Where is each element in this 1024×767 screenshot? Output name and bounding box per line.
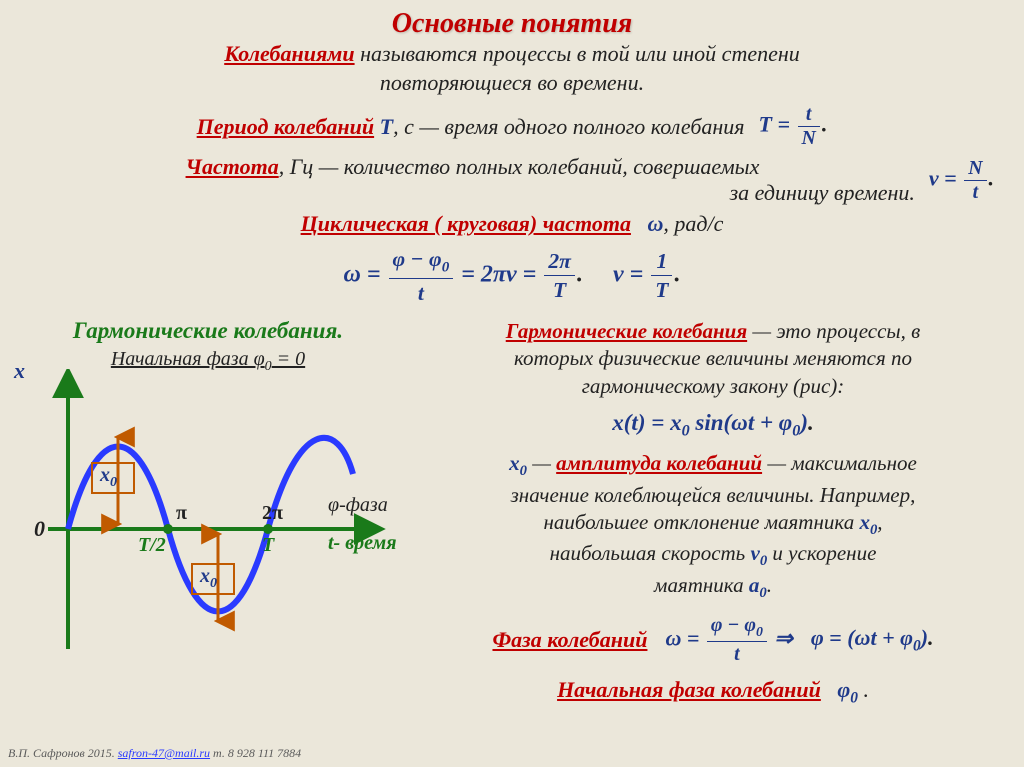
def-oscillations: Колебаниями называются процессы в той ил… xyxy=(0,40,1024,97)
footer-email-link[interactable]: safron-47@mail.ru xyxy=(118,746,210,760)
amplitude-definition: x0 — амплитуда колебаний — максимальное … xyxy=(418,450,1008,602)
footer: В.П. Сафронов 2015. safron-47@mail.ru т.… xyxy=(8,746,301,761)
phase-row: Фаза колебаний ω = φ − φ0t ⇒ φ = (ωt + φ… xyxy=(418,613,1008,668)
period-formula: T = tN. xyxy=(759,103,828,150)
harmonic-title-left: Гармонические колебания. xyxy=(8,318,408,344)
graph-section: Гармонические колебания. Начальная фаза … xyxy=(8,318,408,674)
period-row: Период колебаний Т, с — время одного пол… xyxy=(0,103,1024,150)
cyclic-row: Циклическая ( круговая) частота ω, рад/с xyxy=(0,210,1024,239)
zero-label: 0 xyxy=(34,516,45,542)
x0-top: x0 xyxy=(100,464,117,491)
oscillation-graph xyxy=(8,369,408,669)
harmonic-definition: Гармонические колебания — это процессы, … xyxy=(418,318,1008,400)
time-label: t- время xyxy=(328,532,397,555)
x0-bot: x0 xyxy=(200,565,217,592)
phase-label: φ-фаза xyxy=(328,494,388,517)
frequency-formula: ν = Nt. xyxy=(929,157,994,204)
pi-label: π xyxy=(176,502,187,525)
initial-phase-row: Начальная фаза колебаний φ0 . xyxy=(418,676,1008,708)
right-text-section: Гармонические колебания — это процессы, … xyxy=(418,318,1008,708)
cyclic-formula: ω = φ − φ0t = 2πν = 2πT. ν = 1T. xyxy=(0,245,1024,307)
harmonic-formula: x(t) = x0 sin(ωt + φ0). xyxy=(418,408,1008,443)
frequency-row: Частота, Гц — количество полных колебани… xyxy=(0,154,1024,206)
t-half-label: T/2 xyxy=(138,534,166,557)
t-label: T xyxy=(262,534,274,557)
x-axis-label: x xyxy=(14,358,25,384)
two-pi-label: 2π xyxy=(262,502,283,525)
page-title: Основные понятия xyxy=(0,0,1024,40)
